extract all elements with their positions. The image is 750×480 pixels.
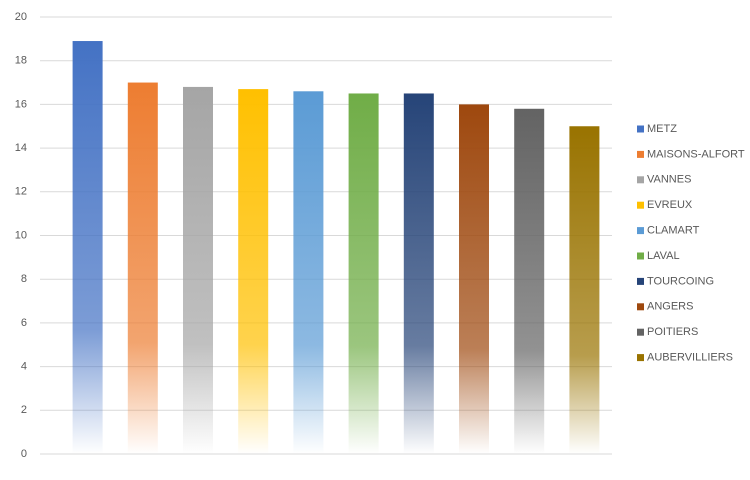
legend-swatch [637, 125, 644, 133]
bar [514, 108, 545, 455]
bar [569, 126, 600, 454]
legend-label: CLAMART [647, 225, 700, 237]
legend-label: METZ [647, 123, 677, 135]
bar [293, 91, 324, 454]
legend-label: EVREUX [647, 199, 693, 211]
legend-swatch [637, 328, 644, 336]
y-tick-label: 12 [15, 186, 27, 198]
legend-label: LAVAL [647, 250, 680, 262]
legend-swatch [637, 150, 644, 158]
y-tick-label: 14 [15, 142, 27, 154]
bar [459, 104, 489, 455]
y-tick-label: 20 [15, 11, 27, 23]
y-tick-label: 16 [15, 98, 27, 110]
bar [127, 82, 158, 455]
y-tick-label: 4 [21, 361, 27, 373]
legend-swatch [637, 176, 644, 184]
y-tick-label: 10 [15, 229, 27, 241]
legend-label: POITIERS [647, 326, 698, 338]
bar [403, 93, 434, 454]
y-tick-label: 6 [21, 317, 27, 329]
y-tick-label: 2 [21, 404, 27, 416]
legend-label: ANGERS [647, 301, 693, 313]
bar [72, 41, 103, 454]
legend-swatch [637, 252, 644, 260]
bar [238, 89, 269, 454]
legend-swatch [637, 303, 644, 311]
y-tick-label: 8 [21, 273, 27, 285]
legend-swatch [637, 227, 644, 235]
legend-swatch [637, 354, 644, 362]
legend-label: MAISONS-ALFORT [647, 148, 745, 160]
bar [348, 93, 379, 454]
legend-label: AUBERVILLIERS [647, 352, 733, 364]
bar [183, 86, 213, 455]
legend-swatch [637, 201, 644, 209]
legend-label: TOURCOING [647, 275, 714, 287]
legend-swatch [637, 277, 644, 285]
y-tick-label: 0 [21, 448, 27, 460]
y-tick-label: 18 [15, 55, 27, 67]
legend-label: VANNES [647, 174, 691, 186]
